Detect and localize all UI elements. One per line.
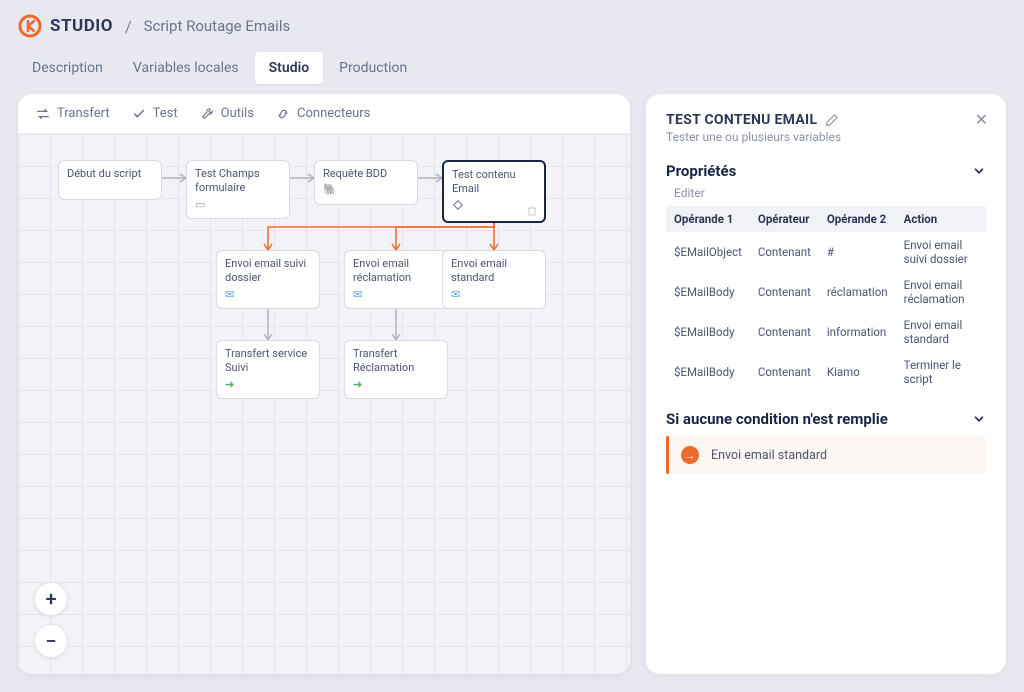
node-label: Envoi email suivi dossier [225, 257, 311, 286]
arrow-icon: ➔ [225, 378, 311, 392]
edit-icon[interactable] [825, 113, 839, 127]
table-cell: information [819, 312, 896, 352]
toolbar-outils-label: Outils [221, 106, 254, 121]
close-icon[interactable]: ✕ [975, 110, 988, 129]
table-cell: Envoi email suivi dossier [896, 232, 986, 272]
chevron-down-icon [972, 164, 986, 178]
node-label: Envoi email standard [451, 257, 537, 286]
tab-description[interactable]: Description [18, 52, 117, 84]
table-cell: Envoi email réclamation [896, 272, 986, 312]
section-fallback-head[interactable]: Si aucune condition n'est remplie [666, 410, 986, 428]
zoom-controls: + − [34, 582, 68, 658]
toolbar-transfert-label: Transfert [57, 106, 110, 121]
mail-icon: ✉ [451, 288, 537, 302]
table-row[interactable]: $EMailBodyContenantinformationEnvoi emai… [666, 312, 986, 352]
fallback-action: Envoi email standard [711, 448, 827, 463]
check-icon [132, 107, 146, 121]
tab-variables[interactable]: Variables locales [119, 52, 253, 84]
properties-panel: ✕ TEST CONTENU EMAIL Tester une ou plusi… [646, 94, 1006, 674]
db-icon: 🐘 [323, 183, 409, 197]
toolbar: Transfert Test Outils Connecteurs [18, 94, 630, 134]
toolbar-connecteurs[interactable]: Connecteurs [276, 106, 370, 121]
transfer-icon [36, 107, 50, 121]
zoom-in-button[interactable]: + [34, 582, 68, 616]
section-properties-title: Propriétés [666, 162, 736, 180]
table-cell: Contenant [750, 272, 819, 312]
node-envoi_std[interactable]: Envoi email standard ✉ [442, 250, 546, 309]
toolbar-test-label: Test [153, 106, 178, 121]
section-properties-head[interactable]: Propriétés [666, 162, 986, 180]
canvas-panel: Transfert Test Outils Connecteurs Début … [18, 94, 630, 674]
wrench-icon [200, 107, 214, 121]
toolbar-transfert[interactable]: Transfert [36, 106, 110, 121]
node-label: Test Champs formulaire [195, 167, 281, 196]
table-cell: $EMailBody [666, 272, 750, 312]
node-requetebdd[interactable]: Requête BDD 🐘 [314, 160, 418, 205]
mail-icon: ✉ [225, 288, 311, 302]
workspace: Transfert Test Outils Connecteurs Début … [18, 94, 1006, 674]
table-row[interactable]: $EMailBodyContenantréclamationEnvoi emai… [666, 272, 986, 312]
table-cell: Terminer le script [896, 352, 986, 392]
node-transfert_suivi[interactable]: Transfert service Suivi ➔ [216, 340, 320, 399]
node-start[interactable]: Début du script [58, 160, 162, 200]
node-envoi_suivi[interactable]: Envoi email suivi dossier ✉ [216, 250, 320, 309]
node-label: Début du script [67, 167, 153, 181]
col-operande2: Opérande 2 [819, 206, 896, 232]
tab-studio[interactable]: Studio [255, 52, 324, 84]
fallback-row[interactable]: → Envoi email standard [666, 436, 986, 474]
section-fallback-title: Si aucune condition n'est remplie [666, 410, 888, 428]
table-cell: # [819, 232, 896, 272]
node-label: Test contenu Email [452, 168, 536, 197]
toolbar-outils[interactable]: Outils [200, 106, 254, 121]
table-cell: Contenant [750, 312, 819, 352]
form-icon: ▭ [195, 198, 281, 212]
app-logo [18, 14, 42, 38]
panel-subtitle: Tester une ou plusieurs variables [666, 130, 986, 144]
editer-link[interactable]: Editer [674, 186, 986, 200]
arrow-icon: ➔ [353, 378, 439, 392]
node-testchamps[interactable]: Test Champs formulaire ▭ [186, 160, 290, 219]
diamond-icon [452, 199, 536, 215]
app-name: STUDIO [50, 16, 113, 36]
col-operateur: Opérateur [750, 206, 819, 232]
table-cell: $EMailObject [666, 232, 750, 272]
toolbar-test[interactable]: Test [132, 106, 178, 121]
table-row[interactable]: $EMailObjectContenant#Envoi email suivi … [666, 232, 986, 272]
zoom-out-button[interactable]: − [34, 624, 68, 658]
link-icon [276, 107, 290, 121]
node-transfert_recl[interactable]: Transfert Réclamation ➔ [344, 340, 448, 399]
node-label: Envoi email réclamation [353, 257, 439, 286]
canvas[interactable]: Début du script Test Champs formulaire ▭ Re… [18, 134, 630, 674]
table-cell: $EMailBody [666, 312, 750, 352]
panel-title: TEST CONTENU EMAIL [666, 112, 817, 128]
col-action: Action [896, 206, 986, 232]
toolbar-connecteurs-label: Connecteurs [297, 106, 370, 121]
table-cell: $EMailBody [666, 352, 750, 392]
chevron-down-icon [972, 412, 986, 426]
table-cell: Envoi email standard [896, 312, 986, 352]
table-header-row: Opérande 1 Opérateur Opérande 2 Action [666, 206, 986, 232]
table-cell: Contenant [750, 232, 819, 272]
node-label: Requête BDD [323, 167, 409, 181]
node-label: Transfert Réclamation [353, 347, 439, 376]
header: STUDIO / Script Routage Emails [18, 14, 1006, 38]
node-testcontenu[interactable]: Test contenu Email [442, 160, 546, 223]
node-label: Transfert service Suivi [225, 347, 311, 376]
mail-icon: ✉ [353, 288, 439, 302]
table-cell: Kiamo [819, 352, 896, 392]
node-envoi_recl[interactable]: Envoi email réclamation ✉ [344, 250, 448, 309]
table-cell: Contenant [750, 352, 819, 392]
tabs: Description Variables locales Studio Pro… [18, 52, 1006, 84]
table-row[interactable]: $EMailBodyContenantKiamoTerminer le scri… [666, 352, 986, 392]
trash-icon[interactable] [526, 205, 538, 217]
col-operande1: Opérande 1 [666, 206, 750, 232]
breadcrumb: Script Routage Emails [144, 17, 291, 35]
breadcrumb-sep: / [125, 17, 132, 36]
table-cell: réclamation [819, 272, 896, 312]
arrow-right-icon: → [681, 446, 699, 464]
properties-table: Opérande 1 Opérateur Opérande 2 Action $… [666, 206, 986, 392]
tab-production[interactable]: Production [325, 52, 421, 84]
